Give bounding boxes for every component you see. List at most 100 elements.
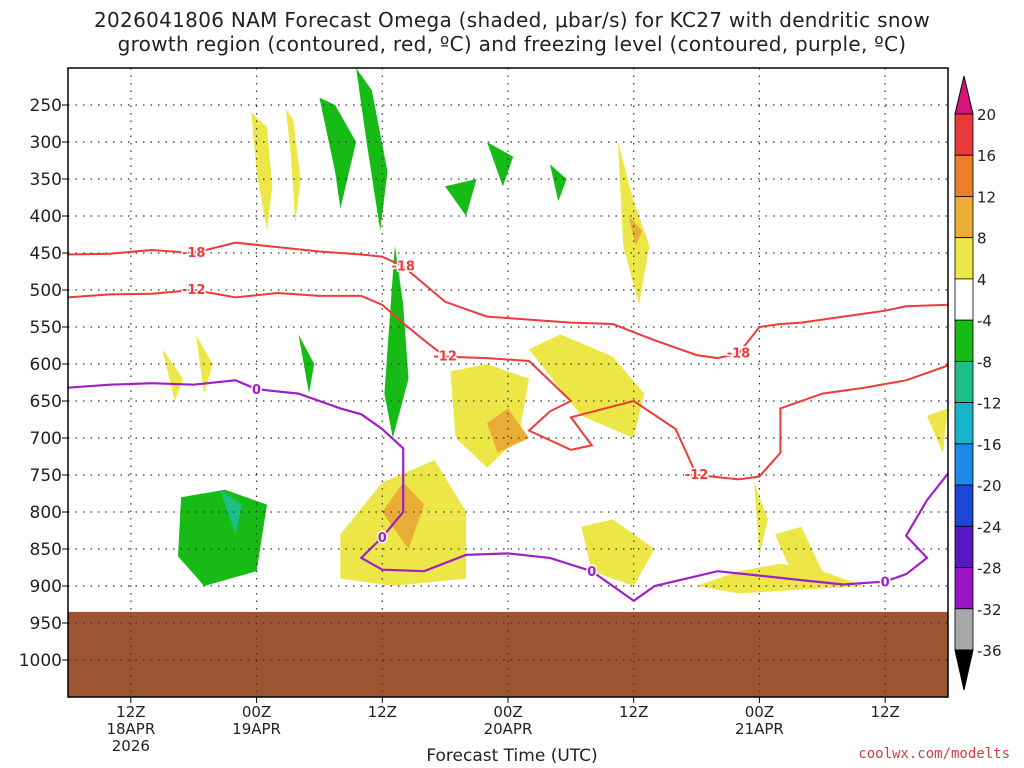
y-tick-label-900: 900: [30, 577, 62, 597]
y-tick-label-750: 750: [30, 466, 62, 486]
colorbar-segment-12: [954, 608, 974, 651]
colorbar-segment-9: [954, 484, 974, 527]
y-tick-label-950: 950: [30, 614, 62, 634]
x-tick-label-72-0: 00Z: [745, 703, 774, 721]
colorbar-segment-6: [954, 360, 974, 404]
omega-region-9: [487, 142, 514, 187]
dendritic-contour--18: [67, 241, 949, 360]
chart-title-line2: growth region (contoured, red, ºC) and f…: [117, 32, 907, 56]
colorbar-top-arrow: [954, 75, 974, 115]
freezing-level-label-0: 0: [252, 383, 261, 398]
omega-region-10: [549, 164, 567, 202]
omega-region-18: [581, 519, 655, 586]
omega-region-7: [384, 245, 409, 438]
omega-region-23: [775, 526, 823, 572]
y-tick-label-400: 400: [30, 207, 62, 227]
x-tick-label-36-0: 12Z: [368, 703, 397, 721]
dendritic-label--12-0: -12: [433, 350, 457, 365]
dendritic-contour--12: [67, 288, 949, 481]
x-tick-label-24-0: 00Z: [242, 703, 271, 721]
dendritic-label--18-2: -18: [182, 246, 206, 261]
colorbar-label-3: 8: [977, 230, 987, 248]
y-tick-label-1000: 1000: [19, 651, 62, 671]
y-tick-label-600: 600: [30, 355, 62, 375]
omega-region-22: [754, 482, 768, 557]
y-tick-label-450: 450: [30, 244, 62, 264]
x-axis-label: Forecast Time (UTC): [426, 746, 598, 766]
colorbar-label-7: -12: [977, 395, 1002, 413]
x-tick-label-12-1: 18APR: [106, 720, 155, 738]
colorbar-label-4: 4: [977, 271, 987, 289]
colorbar-segment-8: [954, 443, 974, 486]
colorbar-segment-5: [954, 319, 974, 362]
colorbar-label-6: -8: [977, 353, 992, 371]
dendritic-label--12-2: -12: [182, 283, 206, 298]
x-tick-label-48-1: 20APR: [484, 720, 533, 738]
omega-region-8: [445, 179, 477, 216]
colorbar-label-13: -36: [977, 642, 1002, 660]
colorbar-label-2: 12: [977, 188, 996, 206]
y-tick-label-650: 650: [30, 392, 62, 412]
omega-region-5: [356, 68, 388, 231]
dendritic-label--12-1: -12: [685, 468, 709, 483]
colorbar-segment-2: [954, 196, 974, 239]
colorbar-segment-1: [954, 154, 974, 197]
colorbar-segment-7: [954, 402, 974, 445]
colorbar-label-12: -32: [977, 601, 1002, 619]
y-tick-label-850: 850: [30, 540, 62, 560]
colorbar-bottom-arrow: [954, 649, 974, 691]
omega-region-15: [450, 364, 529, 468]
freezing-level-label-1: 0: [378, 531, 387, 546]
omega-region-1: [285, 108, 301, 224]
omega-region-12: [219, 489, 242, 535]
freezing-level-label-2: 0: [587, 565, 596, 580]
colorbar-label-10: -24: [977, 518, 1002, 536]
dendritic-label--18-1: -18: [727, 347, 751, 362]
colorbar-label-9: -20: [977, 477, 1002, 495]
y-tick-label-800: 800: [30, 503, 62, 523]
colorbar-label-0: 20: [977, 106, 996, 124]
colorbar-label-8: -16: [977, 436, 1002, 454]
y-tick-label-350: 350: [30, 170, 62, 190]
chart-title: 2026041806 NAM Forecast Omega (shaded, μ…: [94, 8, 930, 32]
credit-link[interactable]: coolwx.com/modelts: [858, 746, 1010, 762]
freezing-level-contour: [67, 379, 949, 603]
omega-region-11: [178, 489, 267, 586]
freezing-level-label-3: 0: [881, 576, 890, 591]
colorbar-segment-4: [954, 278, 974, 321]
omega-region-24: [927, 408, 948, 453]
x-tick-label-60-0: 12Z: [619, 703, 648, 721]
x-tick-label-12-0: 12Z: [116, 703, 145, 721]
colorbar-label-11: -28: [977, 560, 1002, 578]
dendritic-label--18-0: -18: [391, 259, 415, 274]
y-tick-label-250: 250: [30, 96, 62, 116]
omega-region-2: [162, 349, 184, 401]
colorbar-segment-10: [954, 525, 974, 568]
y-axis: 250 300 350 400 450 500 550 600 650 700 750 800 850 9…: [19, 96, 68, 671]
y-tick-label-500: 500: [30, 281, 62, 301]
y-tick-label-300: 300: [30, 133, 62, 153]
colorbar-segment-0: [954, 113, 974, 156]
colorbar-segment-11: [954, 567, 974, 610]
omega-region-20: [628, 216, 643, 246]
omega-region-4: [319, 97, 357, 209]
omega-shading: [162, 68, 948, 594]
colorbar-label-5: -4: [977, 312, 992, 330]
y-tick-label-550: 550: [30, 318, 62, 338]
omega-region-16: [487, 408, 529, 453]
colorbar-segment-3: [954, 237, 974, 280]
x-tick-label-12-2: 2026: [112, 737, 150, 755]
colorbar-label-1: 16: [977, 147, 996, 165]
x-tick-label-84-0: 12Z: [870, 703, 899, 721]
colorbar: 20 16 12 8 4 -4 -8 -12 -16 -20 -24 -28 -32 -36: [954, 75, 1002, 691]
x-tick-label-72-1: 21APR: [735, 720, 784, 738]
y-tick-label-700: 700: [30, 429, 62, 449]
omega-region-0: [251, 112, 273, 231]
omega-region-14: [382, 482, 425, 549]
omega-region-17: [529, 334, 645, 438]
x-tick-label-48-0: 00Z: [493, 703, 522, 721]
x-tick-label-24-1: 19APR: [232, 720, 281, 738]
omega-region-6: [298, 334, 315, 394]
